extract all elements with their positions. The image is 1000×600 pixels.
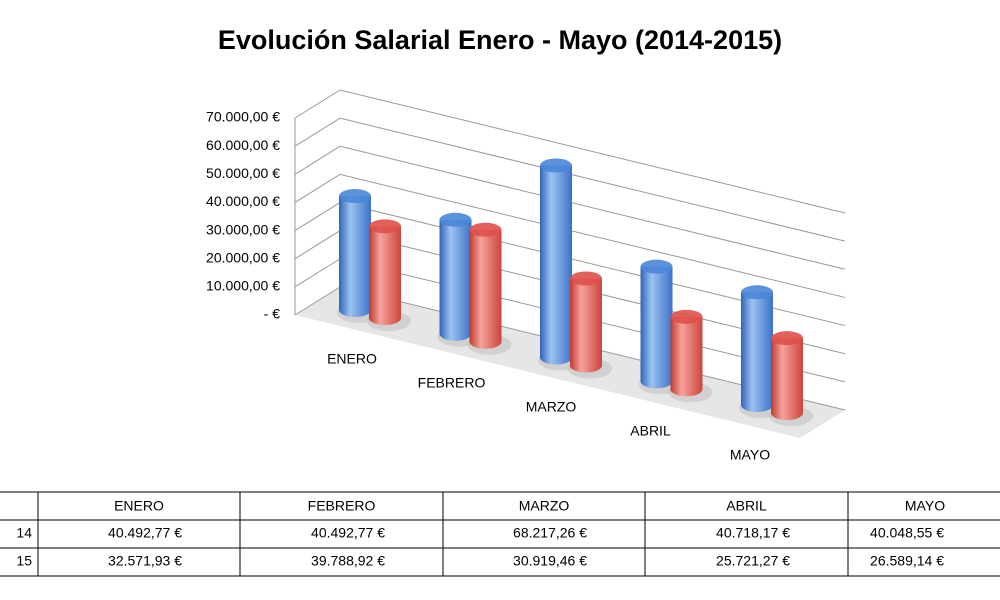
x-tick-label: MARZO [526,399,577,415]
bar [369,226,401,318]
table-cell: 40.492,77 € [108,525,182,541]
table-cell: 32.571,93 € [108,553,182,569]
bar [741,292,773,405]
bar [640,266,673,382]
bar [771,338,803,413]
cylinder-top [339,189,371,204]
y-tick-label: 70.000,00 € [206,109,280,125]
x-tick-label: FEBRERO [418,375,486,391]
y-tick-label: 30.000,00 € [206,221,280,237]
table-cell: 40.048,55 € [870,525,944,541]
cylinder [568,271,612,379]
bar [339,196,371,310]
table-row-label: 14 [16,525,32,541]
grid-line [294,145,846,270]
cylinder-top [741,285,773,300]
cylinder-top [369,219,401,234]
table-header: ABRIL [726,498,767,514]
table-header: MAYO [905,498,945,514]
table-cell: 40.492,77 € [311,525,385,541]
cylinder-top [570,271,602,286]
cylinder [769,331,813,426]
bar [670,316,703,390]
grid-line [294,117,846,242]
chart-title: Evolución Salarial Enero - Mayo (2014-20… [218,25,782,55]
cylinder [739,285,783,418]
table-header: MARZO [519,498,570,514]
y-tick-label: 40.000,00 € [206,193,280,209]
table-row-label: 15 [16,553,32,569]
grid-line [294,89,846,214]
cylinder-top [540,158,572,173]
table-cell: 30.919,46 € [513,553,587,569]
y-tick-label: 10.000,00 € [206,278,280,294]
cylinder [467,222,512,355]
y-tick-label: - € [264,306,281,322]
cylinder-top [439,212,472,227]
bar [439,219,472,334]
table-cell: 40.718,17 € [716,525,790,541]
x-tick-label: ENERO [327,351,377,367]
x-tick-label: ABRIL [630,423,671,439]
table-header: ENERO [114,498,164,514]
grid-line [294,173,846,298]
y-tick-label: 60.000,00 € [206,137,280,153]
bar [469,229,502,342]
bar [540,165,572,358]
table-cell: 26.589,14 € [870,553,944,569]
cylinder-top [670,309,703,324]
cylinder-top [771,331,803,346]
table-header: FEBRERO [308,498,376,514]
x-tick-label: MAYO [730,447,770,463]
cylinder [337,189,381,323]
y-tick-label: 50.000,00 € [206,165,280,181]
table-cell: 25.721,27 € [716,553,790,569]
cylinder-top [469,222,502,237]
cylinder [367,219,411,331]
cylinder-top [640,259,673,274]
y-tick-label: 20.000,00 € [206,249,280,265]
cylinder [668,309,713,403]
table-cell: 68.217,26 € [513,525,587,541]
bar [570,278,602,366]
table-cell: 39.788,92 € [311,553,385,569]
